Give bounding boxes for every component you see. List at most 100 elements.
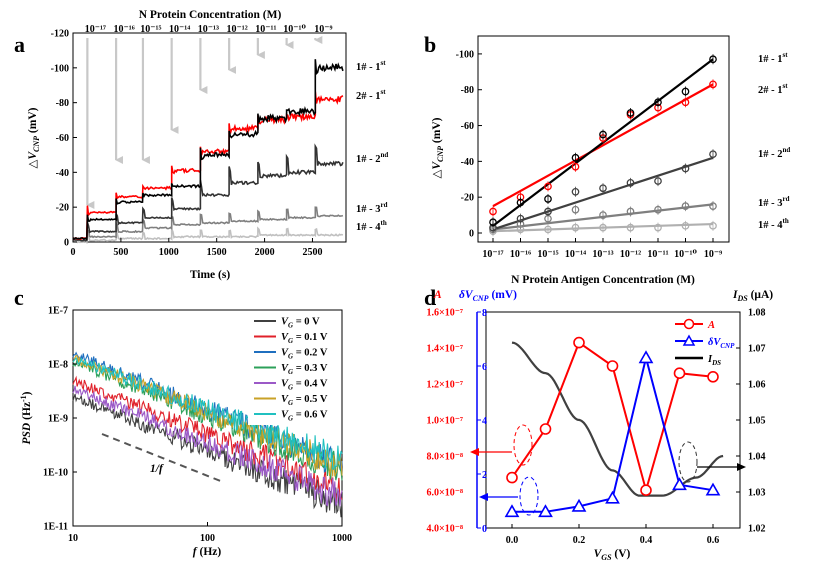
panel-d-ids-tick-label: 1.03 xyxy=(748,488,766,499)
panel-d-dv-tick-label: 0 xyxy=(482,524,487,535)
ellipse-dv-marker xyxy=(519,476,539,516)
panel-c-legend-label: VG = 0.2 V xyxy=(281,348,328,361)
panel-b-legend-label: 1# - 2nd xyxy=(758,146,790,160)
panel-d-ids-tick-label: 1.07 xyxy=(748,344,766,355)
panel-a-top-tick-label: 10⁻¹⁴ xyxy=(169,24,190,35)
panel-c-legend-label: VG = 0.6 V xyxy=(281,410,328,423)
panel-b-xtick-label: 10⁻¹² xyxy=(620,249,641,260)
panel-c-xtick-label: 100 xyxy=(200,533,215,544)
panel-d-xtick-label: 0.0 xyxy=(506,535,519,546)
panel-a-letter: a xyxy=(14,32,25,57)
panel-a-top-tick-label: 10⁻¹³ xyxy=(198,24,219,35)
panel-a-ytick-label: -40 xyxy=(56,168,69,179)
arrow-to-ids-axis-head xyxy=(737,463,746,471)
panel-d-a-point xyxy=(506,471,518,484)
panel-d: 0.0 0.2 0.4 0.6 4.0×10⁻⁸ 6.0×10⁻⁸ 8.0×10⁻⁸ 1.0×… xyxy=(427,289,774,562)
panel-a-ytick-label: -20 xyxy=(56,203,69,214)
panel-b-ytick-label: -80 xyxy=(461,85,474,96)
panel-b-xtick-label: 10⁻⁹ xyxy=(704,249,722,260)
panel-d-letter: d xyxy=(424,285,436,310)
panel-a-frame xyxy=(72,32,347,243)
panel-a-series-2-1st xyxy=(72,91,344,241)
panel-c-ylabel: PSD (Hz-1) xyxy=(19,391,33,444)
panel-a-series-1-2nd xyxy=(73,143,344,242)
panel-c-legend-label: VG = 0 V xyxy=(281,317,320,330)
panel-d-xtick-label: 0.6 xyxy=(707,535,720,546)
panel-b-ytick-label: -60 xyxy=(461,121,474,132)
panel-a-ytick-label: -60 xyxy=(56,133,69,144)
panel-a-legend-label: 1# - 4th xyxy=(356,219,387,233)
panel-a-legend-label: 2# - 1st xyxy=(356,88,386,102)
panel-b-frame xyxy=(477,35,730,243)
panel-b-xtick-label: 10⁻¹⁶ xyxy=(510,249,531,260)
panel-a-top-tick-label: 10⁻¹⁵ xyxy=(140,24,161,35)
panel-d-ids-tick-label: 1.02 xyxy=(748,524,766,535)
legend-ids-label: IDS xyxy=(707,354,721,367)
panel-a-ytick-label: 0 xyxy=(64,238,69,249)
panel-c-ytick-label: 1E-8 xyxy=(48,360,68,371)
panel-d-a-tick-label: 6.0×10⁻⁸ xyxy=(427,488,463,499)
panel-c-series-vg-4 xyxy=(72,385,343,507)
panel-c-legend-label: VG = 0.5 V xyxy=(281,394,328,407)
panel-d-dv-point xyxy=(638,350,654,364)
panel-b-ylabel: △VCNP (mV) xyxy=(431,117,445,178)
panel-a-series-1-3rd xyxy=(72,206,344,242)
panel-b-xtick-label: 10⁻¹⁵ xyxy=(537,249,558,260)
panel-d-a-tick-label: 1.6×10⁻⁷ xyxy=(427,308,463,319)
ellipse-a-marker xyxy=(513,424,533,466)
panel-a-xtick-label: 2000 xyxy=(255,247,275,258)
panel-a-legend-label: 1# - 1st xyxy=(356,59,386,73)
panel-d-a-tick-label: 1.2×10⁻⁷ xyxy=(427,380,463,391)
panel-b-legend-label: 1# - 4th xyxy=(758,217,789,231)
panel-d-a-point xyxy=(573,336,585,349)
ellipse-ids-marker xyxy=(678,441,698,483)
panel-c-legend-label: VG = 0.3 V xyxy=(281,363,328,376)
panel-c-legend-label: VG = 0.4 V xyxy=(281,379,328,392)
panel-c-xtick-label: 10 xyxy=(68,533,78,544)
arrow-to-a-axis-head xyxy=(470,448,479,456)
panel-d-a-axis-label: A xyxy=(433,289,442,301)
legend-dv-marker xyxy=(682,334,696,346)
panel-d-a-tick-label: 4.0×10⁻⁸ xyxy=(427,524,463,535)
panel-b-legend-label: 2# - 1st xyxy=(758,82,788,96)
one-over-f-guide xyxy=(101,433,224,483)
panel-d-dv-axis-label: δVCNP (mV) xyxy=(459,289,517,303)
panel-d-a-point xyxy=(539,423,552,435)
panel-b-legend-label: 1# - 1st xyxy=(758,51,788,65)
panel-a-legend-label: 1# - 2nd xyxy=(356,151,388,165)
panel-d-a-point xyxy=(707,370,719,383)
panel-a-top-title: N Protein Concentration (M) xyxy=(139,9,282,21)
panel-a-top-tick-label: 10⁻¹⁰ xyxy=(283,24,306,35)
panel-a-xtick-label: 500 xyxy=(113,247,128,258)
panel-a-top-tick-label: 10⁻¹² xyxy=(226,24,247,35)
panel-d-a-point xyxy=(673,367,686,380)
panel-d-a-point xyxy=(640,484,652,497)
panel-a-legend-label: 1# - 3rd xyxy=(356,201,388,215)
panel-a-series-1-1st xyxy=(72,59,344,241)
panel-b: 10⁻¹⁷ 10⁻¹⁶ 10⁻¹⁵ 10⁻¹⁴ 10⁻¹³ 10⁻¹² 10⁻¹¹ 10⁻¹⁰… xyxy=(431,35,790,286)
panel-d-ids-tick-label: 1.05 xyxy=(748,416,766,427)
panel-d-a-tick-label: 1.4×10⁻⁷ xyxy=(427,344,463,355)
panel-b-letter: b xyxy=(424,32,436,57)
panel-a-top-tick-label: 10⁻¹⁷ xyxy=(85,24,106,35)
panel-b-ytick-label: 0 xyxy=(469,229,474,240)
panel-d-a-tick-label: 8.0×10⁻⁸ xyxy=(427,452,463,463)
panel-d-a-tick-label: 1.0×10⁻⁷ xyxy=(427,416,463,427)
panel-b-fit-line xyxy=(492,156,714,231)
panel-d-dv-tick-label: 2 xyxy=(482,470,487,481)
panel-c-xlabel: f (Hz) xyxy=(193,546,222,558)
panel-a: N Protein Concentration (M) 10⁻¹⁷ 10⁻¹⁶ 10… xyxy=(27,9,388,281)
panel-d-ids-curve xyxy=(511,341,724,497)
panel-b-fit-line xyxy=(492,83,714,208)
panel-b-xtick-label: 10⁻¹⁷ xyxy=(482,249,503,260)
panel-d-dv-point xyxy=(672,477,687,491)
panel-c-ytick-label: 1E-7 xyxy=(48,306,68,317)
arrow-to-dv-axis-head xyxy=(479,493,488,501)
panel-a-xtick-label: 2500 xyxy=(302,247,322,258)
panel-b-xtick-label: 10⁻¹¹ xyxy=(647,249,668,260)
panel-c-series-vg-6 xyxy=(72,356,343,471)
panel-d-dv-point xyxy=(705,482,721,496)
panel-d-xlabel: VGS (V) xyxy=(594,548,631,562)
panel-d-dv-point xyxy=(571,498,587,512)
panel-a-xtick-label: 1000 xyxy=(159,247,179,258)
